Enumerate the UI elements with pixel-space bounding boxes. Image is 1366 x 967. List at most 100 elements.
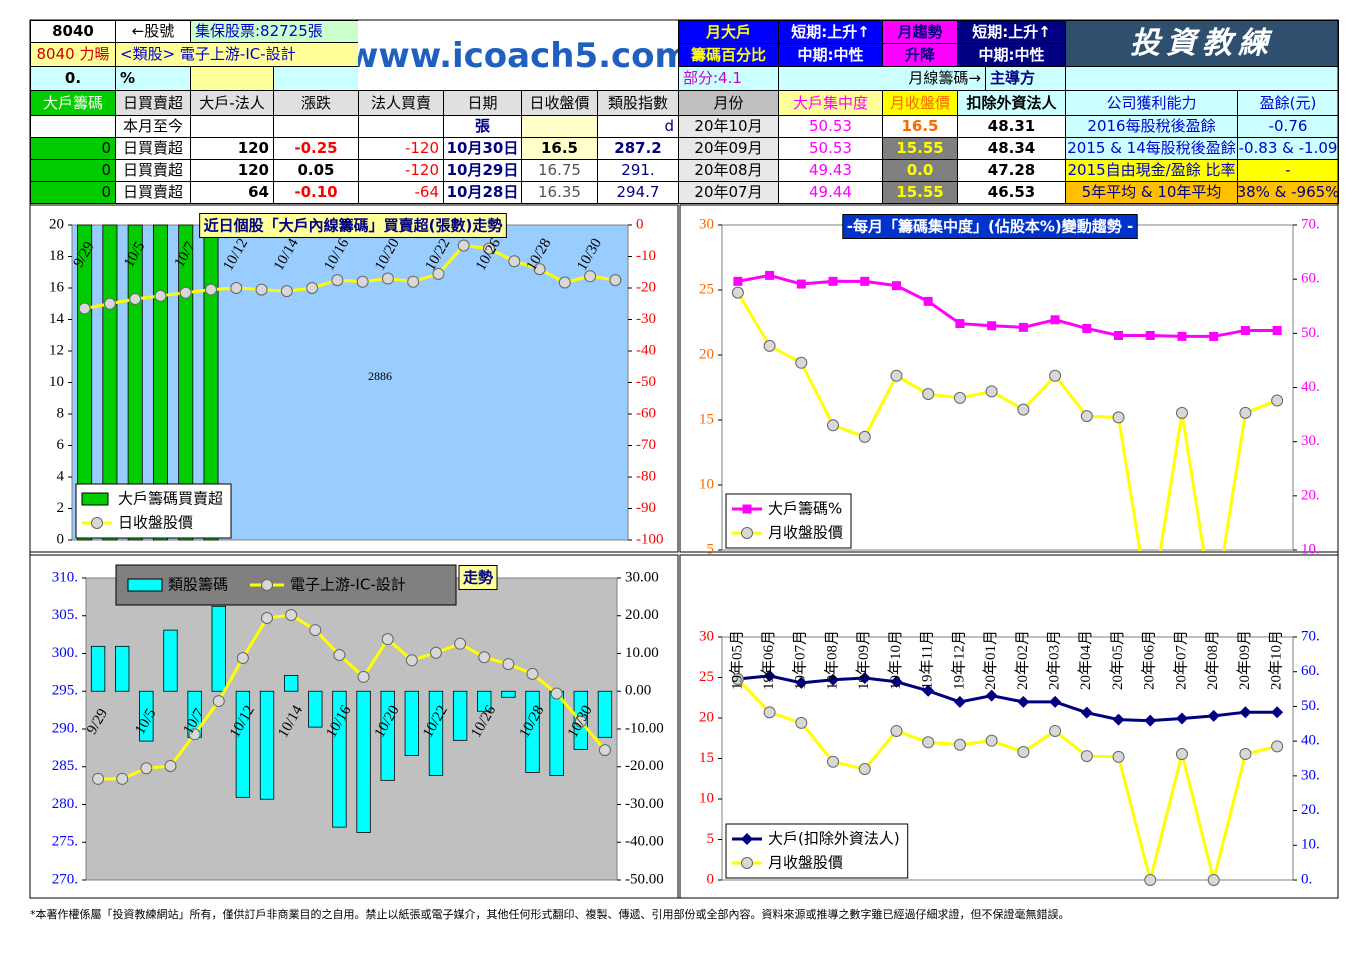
y2-tick-label: 40.	[1301, 733, 1320, 749]
cell: -120	[358, 159, 444, 182]
marker	[985, 689, 998, 702]
cell: 48.31	[957, 115, 1066, 138]
cell: 294.7	[597, 181, 679, 204]
marker	[1080, 706, 1093, 719]
y-tick-label: 25	[699, 669, 714, 685]
y-tick-label: 16	[49, 279, 65, 295]
y-tick-label: 10	[699, 476, 714, 492]
legend-box	[115, 564, 457, 606]
marker	[483, 242, 495, 255]
chart: 0 2 4 6 8 10 12 14 16 18 20 0 -10 -20 -30 -40 -50 -60 -70 -…	[29, 204, 679, 553]
marker	[858, 671, 871, 684]
y2-tick-label: 0.	[1301, 871, 1312, 887]
cell: 64	[190, 181, 274, 204]
cell: 日買賣超	[115, 181, 191, 204]
legend: 大戶籌碼% 月收盤股價	[725, 493, 852, 549]
x-tick-label: 20年07月	[1172, 630, 1189, 690]
y-tick-label: 275.	[52, 834, 78, 850]
y-tick-label: 295.	[52, 683, 78, 699]
y2-tick-label: -60	[636, 405, 656, 421]
marker	[827, 755, 840, 768]
marker	[923, 296, 933, 306]
legend-label: 電子上游-IC-設計	[290, 576, 406, 594]
y-tick-label: 280.	[52, 796, 78, 812]
title-box	[842, 214, 1138, 239]
marker	[432, 267, 445, 280]
y-tick-label: 0	[707, 871, 715, 887]
marker	[1209, 331, 1219, 341]
x-tick-label: 20年02月	[1014, 630, 1031, 690]
cell: 20年09月	[678, 137, 779, 160]
marker	[763, 669, 776, 682]
marker	[741, 857, 753, 869]
bar	[259, 690, 275, 800]
marker	[280, 285, 293, 298]
marker	[407, 275, 420, 288]
x-tick-label: 20年08月	[1204, 630, 1221, 690]
cell: www.icoach5.com	[358, 20, 679, 91]
cell: 291.	[597, 159, 679, 182]
y2-tick-label: 60.	[1301, 663, 1320, 679]
line	[98, 613, 607, 781]
y-tick-label: 0	[57, 531, 65, 547]
y2-tick-label: 20.00	[625, 607, 659, 623]
legend-label: 大戶籌碼%	[768, 500, 842, 518]
cell: 2015自由現金/盈餘 比率	[1065, 159, 1238, 182]
marker	[212, 695, 225, 708]
y-tick-label: 30	[699, 216, 714, 232]
y-tick-label: 305.	[52, 607, 78, 623]
marker	[1080, 410, 1093, 423]
legend-label: 月收盤股價	[768, 854, 843, 872]
marker	[890, 369, 903, 382]
marker	[796, 279, 806, 289]
cell: 大戶集中度	[778, 90, 883, 116]
marker	[1144, 874, 1157, 886]
cell: 張	[443, 115, 522, 138]
bar	[115, 645, 130, 692]
marker	[154, 289, 167, 302]
marker	[985, 734, 998, 747]
marker	[1239, 706, 1252, 719]
marker	[763, 706, 776, 719]
bar	[380, 690, 395, 781]
bar	[284, 674, 299, 692]
marker	[357, 670, 370, 683]
y2-tick-label: -20.00	[625, 758, 664, 774]
marker	[953, 695, 966, 708]
y2-tick-label: -30	[636, 311, 656, 327]
marker	[1049, 724, 1062, 737]
cell	[190, 66, 274, 91]
bar	[549, 690, 564, 776]
marker	[890, 675, 903, 688]
marker	[763, 339, 776, 352]
marker	[331, 274, 344, 287]
marker	[78, 302, 91, 315]
y2-tick-label: -40	[636, 342, 656, 358]
marker	[1050, 315, 1060, 325]
x-tick-label: 20年06月	[1141, 630, 1158, 690]
cell: 50.53	[778, 115, 883, 138]
y2-tick-label: 60.	[1301, 271, 1320, 287]
marker	[236, 652, 249, 665]
y-tick-label: 2	[57, 500, 65, 516]
marker	[381, 633, 394, 646]
marker	[1239, 406, 1252, 419]
y2-tick-label: 30.	[1301, 767, 1320, 783]
marker	[1207, 709, 1220, 722]
cell: 46.53	[957, 181, 1066, 204]
y2-tick-label: -80	[636, 468, 656, 484]
marker	[742, 504, 752, 514]
legend-label: 大戶(扣除外資法人)	[768, 830, 900, 848]
y2-tick-label: -100	[636, 531, 664, 547]
x-tick-label: 19年06月	[760, 630, 777, 690]
marker	[1175, 406, 1188, 419]
legend-label: 類股籌碼	[168, 576, 228, 594]
cell: <類股> 電子上游-IC-設計	[115, 42, 359, 67]
cell: 月收盤價	[882, 90, 958, 116]
y-tick-label: 25	[699, 281, 714, 297]
y2-tick-label: 50.	[1301, 325, 1320, 341]
marker	[1271, 394, 1284, 407]
marker	[188, 728, 201, 741]
marker	[574, 715, 587, 728]
